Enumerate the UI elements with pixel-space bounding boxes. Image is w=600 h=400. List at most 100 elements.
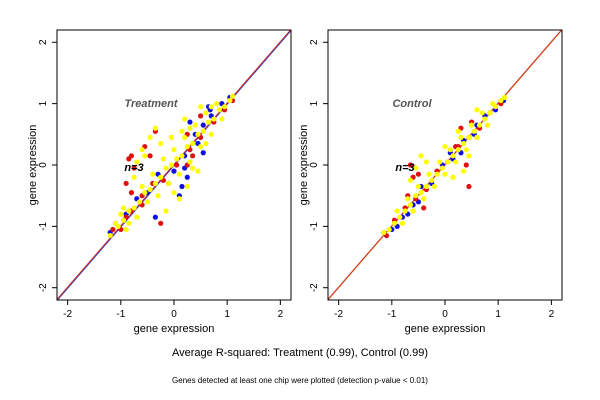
treatment-blue-point	[200, 150, 206, 156]
treatment-yellow-point	[176, 196, 182, 202]
treatment-yellow-point	[216, 107, 222, 113]
treatment-red-point	[110, 226, 116, 233]
treatment-yellow-point	[168, 162, 174, 168]
control-yellow-point	[386, 226, 392, 233]
treatment-y-tick-label: 1	[38, 100, 49, 106]
control-yellow-point	[498, 97, 504, 104]
treatment-panel-title: Treatment	[125, 98, 179, 110]
treatment-yellow-point	[171, 190, 177, 196]
treatment-yellow-point	[152, 180, 158, 187]
treatment-red-point	[147, 153, 153, 159]
treatment-x-tick-label: 1	[224, 309, 230, 320]
treatment-blue-point	[179, 183, 185, 190]
control-yellow-point	[426, 171, 432, 177]
control-yellow-point	[450, 153, 456, 159]
treatment-yellow-point	[126, 220, 132, 226]
treatment-yellow-point	[192, 122, 198, 128]
treatment-yellow-point	[176, 171, 182, 177]
treatment-x-tick-label: -2	[63, 309, 72, 320]
treatment-red-point	[131, 165, 137, 171]
treatment-yellow-point	[134, 159, 140, 165]
control-y-tick-label: 0	[309, 162, 320, 168]
control-yellow-point	[468, 122, 475, 128]
treatment-yellow-point	[211, 116, 217, 122]
control-yellow-point	[439, 165, 445, 171]
control-y-tick-label: -1	[309, 221, 320, 230]
treatment-yellow-point	[158, 174, 164, 180]
control-red-point	[415, 171, 422, 177]
control-x-tick-label: -1	[387, 309, 396, 320]
control-red-point	[421, 205, 427, 211]
treatment-yellow-point	[179, 128, 185, 134]
treatment-yellow-point	[118, 211, 124, 217]
control-yellow-point	[476, 122, 483, 128]
control-yellow-point	[423, 183, 429, 190]
treatment-yellow-point	[150, 171, 156, 177]
control-yellow-point	[461, 168, 467, 174]
control-panel-title: Control	[392, 98, 432, 110]
treatment-x-tick-label: -1	[116, 309, 125, 320]
treatment-red-point	[126, 156, 132, 162]
control-reference-line	[328, 30, 562, 300]
treatment-x-tick-label: 0	[171, 309, 177, 320]
control-yellow-point	[407, 202, 414, 208]
control-yellow-point	[418, 153, 424, 159]
control-yellow-point	[434, 171, 440, 177]
control-yellow-point	[423, 159, 429, 165]
treatment-yellow-point	[187, 159, 193, 165]
panel-treatment: -2 -1 0 1 2 -2 -1 0 1 2 Treatment n=3 gene expres…	[27, 29, 292, 335]
control-yellow-point	[490, 101, 496, 107]
control-yellow-point	[479, 110, 485, 116]
control-yellow-point	[421, 196, 427, 202]
treatment-y-tick-label: 0	[38, 162, 49, 168]
control-red-point	[407, 162, 414, 168]
treatment-yellow-point	[197, 143, 204, 150]
treatment-yellow-point	[203, 110, 209, 116]
treatment-yellow-point	[168, 134, 174, 140]
control-y-axis-label: gene expression	[298, 125, 310, 206]
control-yellow-point	[399, 220, 406, 226]
treatment-blue-point	[152, 214, 158, 220]
treatment-reference-line	[57, 30, 291, 300]
control-x-tick-label: 1	[495, 309, 501, 320]
control-yellow-point	[466, 153, 472, 159]
treatment-reference-line	[57, 30, 291, 300]
treatment-yellow-point	[139, 147, 145, 153]
treatment-yellow-point	[205, 119, 212, 125]
control-yellow-point	[381, 229, 387, 236]
treatment-red-point	[190, 153, 196, 159]
control-yellow-point	[487, 110, 493, 116]
treatment-yellow-point	[166, 180, 172, 187]
control-yellow-point	[402, 208, 408, 214]
control-x-axis-label: gene expression	[405, 323, 486, 335]
treatment-yellow-point	[184, 143, 190, 150]
control-plot-area	[328, 30, 562, 300]
treatment-axis-ticks: -2 -1 0 1 2 -2 -1 0 1 2	[38, 39, 284, 320]
treatment-yellow-point	[190, 165, 196, 171]
treatment-red-point	[197, 113, 204, 119]
control-x-tick-label: 0	[442, 309, 448, 320]
control-yellow-point	[391, 220, 398, 226]
treatment-yellow-point	[229, 93, 236, 99]
treatment-yellow-point	[227, 97, 233, 104]
treatment-yellow-point	[195, 168, 201, 174]
treatment-yellow-point	[174, 156, 180, 162]
control-yellow-point	[455, 147, 461, 153]
treatment-blue-point	[200, 122, 206, 128]
treatment-n-annotation: n=3	[124, 162, 143, 174]
treatment-x-axis-label: gene expression	[134, 323, 215, 335]
control-x-tick-label: -2	[334, 309, 343, 320]
control-yellow-point	[450, 174, 456, 180]
control-yellow-point	[447, 147, 453, 153]
treatment-yellow-point	[152, 125, 158, 131]
treatment-blue-point	[171, 168, 177, 174]
control-x-tick-label: 2	[549, 309, 555, 320]
treatment-yellow-point	[147, 186, 153, 193]
control-yellow-point	[429, 177, 435, 183]
treatment-yellow-point	[142, 153, 148, 159]
treatment-y-tick-label: -1	[38, 221, 49, 230]
treatment-yellow-point	[107, 232, 113, 239]
treatment-yellow-point	[190, 140, 196, 147]
control-yellow-point	[455, 128, 461, 134]
treatment-red-point	[128, 190, 135, 196]
